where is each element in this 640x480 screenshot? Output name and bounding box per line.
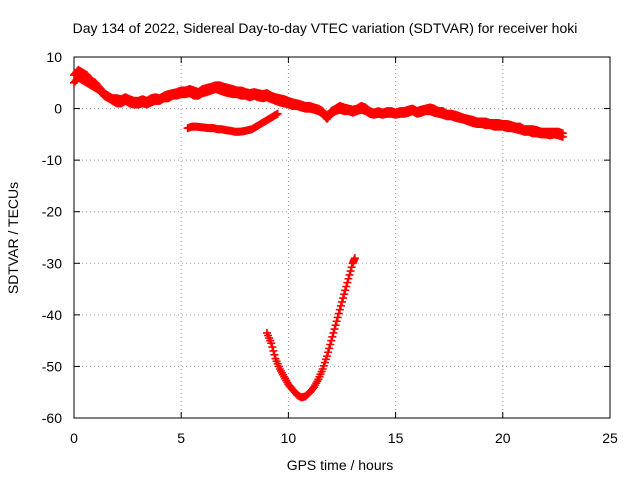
y-tick-label: 0 [54, 101, 62, 117]
x-tick-label: 10 [281, 430, 297, 446]
data-point [328, 332, 337, 341]
data-point [324, 348, 333, 357]
data-point [269, 346, 278, 355]
data-point [341, 286, 350, 295]
y-tick-labels: 10 0 -10 -20 -30 -40 -50 -60 [42, 49, 62, 426]
data-point [332, 317, 341, 326]
y-tick-label: -60 [42, 410, 62, 426]
x-tick-label: 20 [495, 430, 511, 446]
data-point [322, 352, 331, 361]
y-axis-label: SDTVAR / TECUs [5, 182, 21, 294]
data-point [338, 297, 346, 306]
y-tick-label: -20 [42, 204, 62, 220]
x-tick-labels: 0 5 10 15 20 25 [70, 430, 618, 446]
plot-frame [73, 56, 611, 419]
x-tick-label: 15 [388, 430, 404, 446]
data-point [326, 340, 335, 349]
chart-title: Day 134 of 2022, Sidereal Day-to-day VTE… [73, 20, 578, 36]
data-point [345, 270, 354, 279]
data-point [342, 282, 351, 291]
x-tick-label: 0 [70, 430, 78, 446]
y-tick-label: -40 [42, 307, 62, 323]
data-point [346, 267, 355, 276]
data-point [333, 313, 342, 322]
data-point [330, 325, 339, 334]
data-point [327, 336, 336, 345]
data-point [267, 339, 276, 348]
data-point [268, 343, 277, 352]
y-tick-label: -30 [42, 255, 62, 271]
data-point [329, 328, 338, 337]
data-point [339, 294, 348, 303]
data-point [334, 309, 343, 318]
y-tick-label: 10 [46, 49, 62, 65]
data-point [336, 301, 345, 310]
data-points [70, 65, 567, 402]
data-point [325, 344, 334, 353]
x-axis-label: GPS time / hours [287, 457, 394, 473]
x-tick-label: 25 [602, 430, 618, 446]
data-point [331, 321, 340, 330]
axis-ticks [73, 56, 611, 419]
data-point [344, 274, 353, 283]
y-tick-label: -10 [42, 152, 62, 168]
data-point [350, 254, 359, 263]
x-tick-label: 5 [177, 430, 185, 446]
data-point [270, 350, 279, 359]
y-tick-label: -50 [42, 358, 62, 374]
data-point [343, 278, 352, 287]
data-point [273, 109, 282, 118]
data-point [347, 263, 356, 272]
data-point [340, 290, 349, 299]
data-point [558, 132, 567, 141]
data-point [335, 305, 344, 314]
